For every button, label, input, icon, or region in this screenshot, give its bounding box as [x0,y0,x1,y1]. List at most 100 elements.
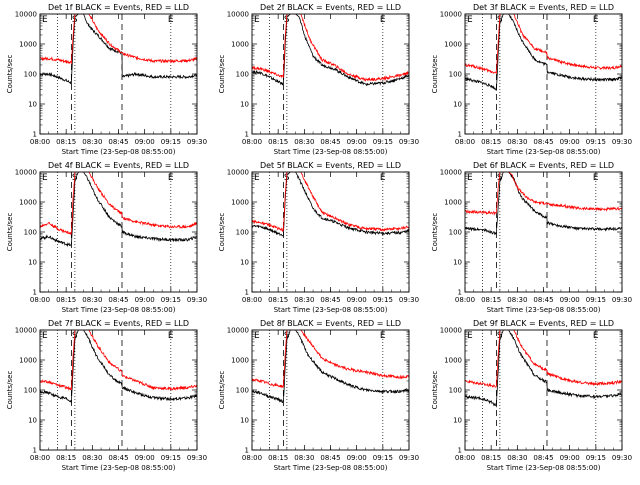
y-axis-label: Counts/sec [6,55,14,94]
x-tick-label: 08:45 [320,138,340,146]
x-tick-label: 09:00 [135,296,155,304]
y-tick-label: 100 [236,71,249,79]
y-axis-label: Counts/sec [431,55,439,94]
events-series-line [465,172,622,236]
segment-label: E [168,173,174,183]
y-tick-label: 100 [449,71,462,79]
x-tick-label: 08:45 [108,454,128,462]
detector-chart: Det 6f BLACK = Events, RED = LLD Counts/s… [431,161,632,314]
y-tick-label: 1 [33,289,37,297]
lld-series-line [465,330,622,388]
y-tick-label: 100 [24,229,37,237]
x-tick-label: 08:30 [82,454,102,462]
y-tick-label: 100 [236,229,249,237]
x-tick-label: 09:30 [187,138,207,146]
plot-frame [251,329,410,451]
x-axis-label: Start Time (23-Sep-08 08:55:00) [487,306,601,314]
y-tick-label: 1000 [19,357,37,365]
x-tick-label: 08:00 [30,296,50,304]
x-tick-label: 09:15 [586,138,606,146]
x-tick-label: 08:15 [56,454,76,462]
y-tick-label: 10 [240,259,249,267]
segment-label: E [168,15,174,25]
events-series-line [252,330,409,404]
y-tick-label: 10000 [227,327,249,335]
x-tick-label: 08:30 [294,138,314,146]
lld-series-line [40,14,197,65]
x-tick-label: 09:30 [187,454,207,462]
segment-label: E [467,173,473,183]
detector-chart: Det 4f BLACK = Events, RED = LLD Counts/s… [6,161,207,314]
x-tick-label: 08:45 [320,454,340,462]
detector-chart: Det 7f BLACK = Events, RED = LLD Counts/s… [6,319,207,472]
plot-frame [39,13,198,135]
y-tick-label: 1000 [231,357,249,365]
y-tick-label: 10000 [15,11,37,19]
x-tick-label: 08:00 [455,138,475,146]
segment-label: E [254,15,260,25]
lld-series-line [252,14,409,82]
y-tick-label: 10 [240,101,249,109]
y-tick-label: 1000 [231,41,249,49]
detector-chart: Det 9f BLACK = Events, RED = LLD Counts/s… [431,319,632,472]
x-tick-label: 08:45 [108,296,128,304]
plot-frame [251,171,410,293]
y-axis-label: Counts/sec [218,55,226,94]
lld-series-line [40,330,197,391]
x-tick-label: 09:30 [187,296,207,304]
chart-title: Det 2f BLACK = Events, RED = LLD [260,3,401,12]
x-tick-label: 08:30 [82,138,102,146]
x-tick-label: 08:30 [82,296,102,304]
y-tick-label: 10000 [227,169,249,177]
x-tick-label: 09:00 [560,296,580,304]
y-tick-label: 1 [458,289,462,297]
chart-title: Det 5f BLACK = Events, RED = LLD [260,161,401,170]
x-tick-label: 09:30 [612,296,632,304]
x-tick-label: 08:30 [294,296,314,304]
x-tick-label: 09:15 [586,296,606,304]
x-tick-label: 08:30 [507,454,527,462]
x-axis-label: Start Time (23-Sep-08 08:55:00) [487,464,601,472]
plot-frame [39,329,198,451]
x-tick-label: 09:30 [399,138,419,146]
x-tick-label: 09:30 [399,296,419,304]
x-tick-label: 08:15 [268,138,288,146]
x-tick-label: 09:00 [347,138,367,146]
y-tick-label: 10 [453,101,462,109]
x-tick-label: 08:00 [455,296,475,304]
y-tick-label: 100 [24,71,37,79]
y-tick-label: 1000 [444,41,462,49]
x-tick-label: 09:00 [560,454,580,462]
detector-chart: Det 2f BLACK = Events, RED = LLD Counts/s… [218,3,419,156]
x-tick-label: 08:30 [294,454,314,462]
y-axis-label: Counts/sec [6,371,14,410]
chart-title: Det 9f BLACK = Events, RED = LLD [473,319,614,328]
y-tick-label: 10 [28,259,37,267]
x-tick-label: 09:15 [161,454,181,462]
plot-frame [464,171,623,293]
x-tick-label: 09:00 [560,138,580,146]
x-tick-label: 09:15 [161,138,181,146]
x-tick-label: 09:15 [586,454,606,462]
x-tick-label: 09:00 [347,454,367,462]
x-axis-label: Start Time (23-Sep-08 08:55:00) [487,148,601,156]
x-tick-label: 09:00 [135,138,155,146]
lld-series-line [465,14,622,75]
y-tick-label: 10000 [440,327,462,335]
x-axis-label: Start Time (23-Sep-08 08:55:00) [274,306,388,314]
x-tick-label: 08:15 [268,296,288,304]
y-tick-label: 10 [28,101,37,109]
segment-label: E [254,331,260,341]
chart-title: Det 4f BLACK = Events, RED = LLD [48,161,189,170]
events-series-line [40,330,197,404]
x-tick-label: 08:15 [481,454,501,462]
y-tick-label: 100 [449,387,462,395]
x-tick-label: 08:45 [108,138,128,146]
x-tick-label: 09:15 [161,296,181,304]
x-tick-label: 09:30 [612,454,632,462]
chart-title: Det 3f BLACK = Events, RED = LLD [473,3,614,12]
x-tick-label: 08:00 [30,454,50,462]
y-tick-label: 10000 [440,169,462,177]
x-axis-label: Start Time (23-Sep-08 08:55:00) [62,306,176,314]
